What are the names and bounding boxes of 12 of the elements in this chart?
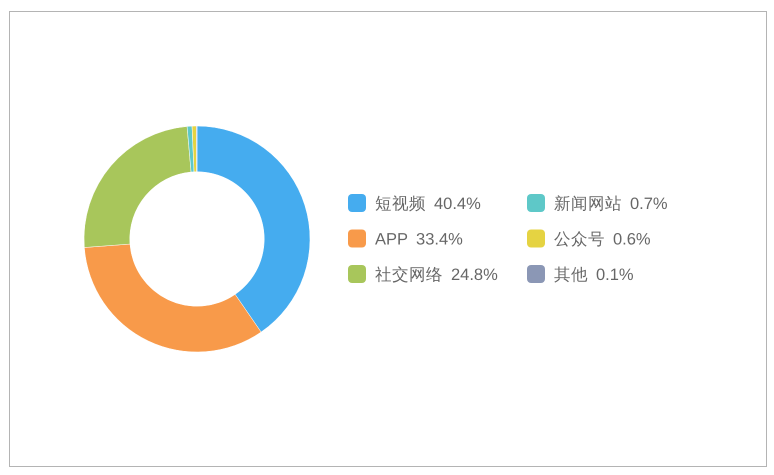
data-label: 0.7%: [630, 195, 668, 213]
data-label: 40.4%: [434, 195, 482, 213]
data-label: 0.1%: [596, 266, 634, 284]
data-label: 0.6%: [613, 230, 651, 248]
legend-label: 公众号: [554, 230, 605, 248]
data-label: 33.4%: [416, 230, 464, 248]
legend-label: 新闻网站: [554, 194, 622, 213]
legend-label: 其他: [554, 266, 588, 284]
legend-label: 社交网络: [375, 265, 443, 284]
legend-label: 短视频: [375, 194, 426, 213]
legend-label: APP: [375, 230, 408, 248]
data-label: 24.8%: [451, 266, 498, 284]
